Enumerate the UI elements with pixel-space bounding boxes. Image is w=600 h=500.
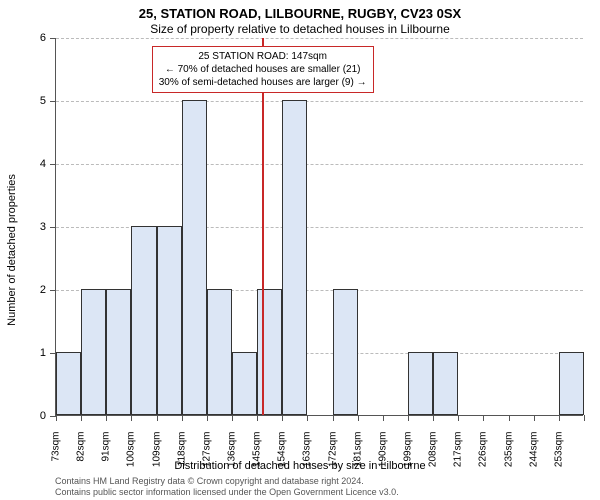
y-tick — [50, 101, 56, 102]
bar — [182, 100, 207, 415]
y-tick — [50, 38, 56, 39]
y-tick-label: 5 — [40, 95, 46, 107]
x-tick — [483, 415, 484, 421]
x-tick — [534, 415, 535, 421]
x-tick — [182, 415, 183, 421]
y-tick-label: 1 — [40, 347, 46, 359]
bar — [81, 289, 106, 415]
footer-line-1: Contains HM Land Registry data © Crown c… — [55, 476, 399, 487]
footer-line-2: Contains public sector information licen… — [55, 487, 399, 498]
y-tick-label: 2 — [40, 284, 46, 296]
bar — [333, 289, 358, 415]
x-tick — [358, 415, 359, 421]
bar — [207, 289, 232, 415]
y-tick — [50, 164, 56, 165]
annotation-line: ← 70% of detached houses are smaller (21… — [159, 63, 367, 76]
annotation-line: 30% of semi-detached houses are larger (… — [159, 76, 367, 89]
marker-line — [262, 38, 264, 415]
grid-line — [56, 38, 583, 39]
bar — [232, 352, 257, 415]
x-tick — [458, 415, 459, 421]
x-tick — [157, 415, 158, 421]
y-tick-label: 4 — [40, 158, 46, 170]
x-tick — [81, 415, 82, 421]
grid-line — [56, 164, 583, 165]
x-tick — [257, 415, 258, 421]
x-tick — [584, 415, 585, 421]
x-tick — [333, 415, 334, 421]
bar — [157, 226, 182, 415]
x-tick — [559, 415, 560, 421]
y-tick — [50, 227, 56, 228]
bar — [282, 100, 307, 415]
bar — [106, 289, 131, 415]
x-tick — [433, 415, 434, 421]
x-tick — [106, 415, 107, 421]
chart-title: 25, STATION ROAD, LILBOURNE, RUGBY, CV23… — [0, 6, 600, 21]
y-tick-label: 3 — [40, 221, 46, 233]
y-tick — [50, 290, 56, 291]
x-tick — [131, 415, 132, 421]
x-tick — [56, 415, 57, 421]
chart-subtitle: Size of property relative to detached ho… — [0, 22, 600, 36]
bar — [131, 226, 156, 415]
chart-container: 25, STATION ROAD, LILBOURNE, RUGBY, CV23… — [0, 0, 600, 500]
y-tick-label: 0 — [40, 410, 46, 422]
grid-line — [56, 101, 583, 102]
x-tick — [408, 415, 409, 421]
annotation-line: 25 STATION ROAD: 147sqm — [159, 50, 367, 63]
bar — [559, 352, 584, 415]
y-axis-label: Number of detached properties — [6, 174, 18, 326]
bar — [433, 352, 458, 415]
annotation-box: 25 STATION ROAD: 147sqm← 70% of detached… — [152, 46, 374, 93]
x-axis-label: Distribution of detached houses by size … — [0, 460, 600, 472]
x-tick — [232, 415, 233, 421]
footer-text: Contains HM Land Registry data © Crown c… — [55, 476, 399, 498]
x-tick — [282, 415, 283, 421]
bar — [408, 352, 433, 415]
x-tick — [307, 415, 308, 421]
x-tick — [509, 415, 510, 421]
x-tick — [207, 415, 208, 421]
plot-area: 012345673sqm82sqm91sqm100sqm109sqm118sqm… — [55, 38, 583, 416]
y-tick-label: 6 — [40, 32, 46, 44]
bar — [56, 352, 81, 415]
x-tick — [383, 415, 384, 421]
